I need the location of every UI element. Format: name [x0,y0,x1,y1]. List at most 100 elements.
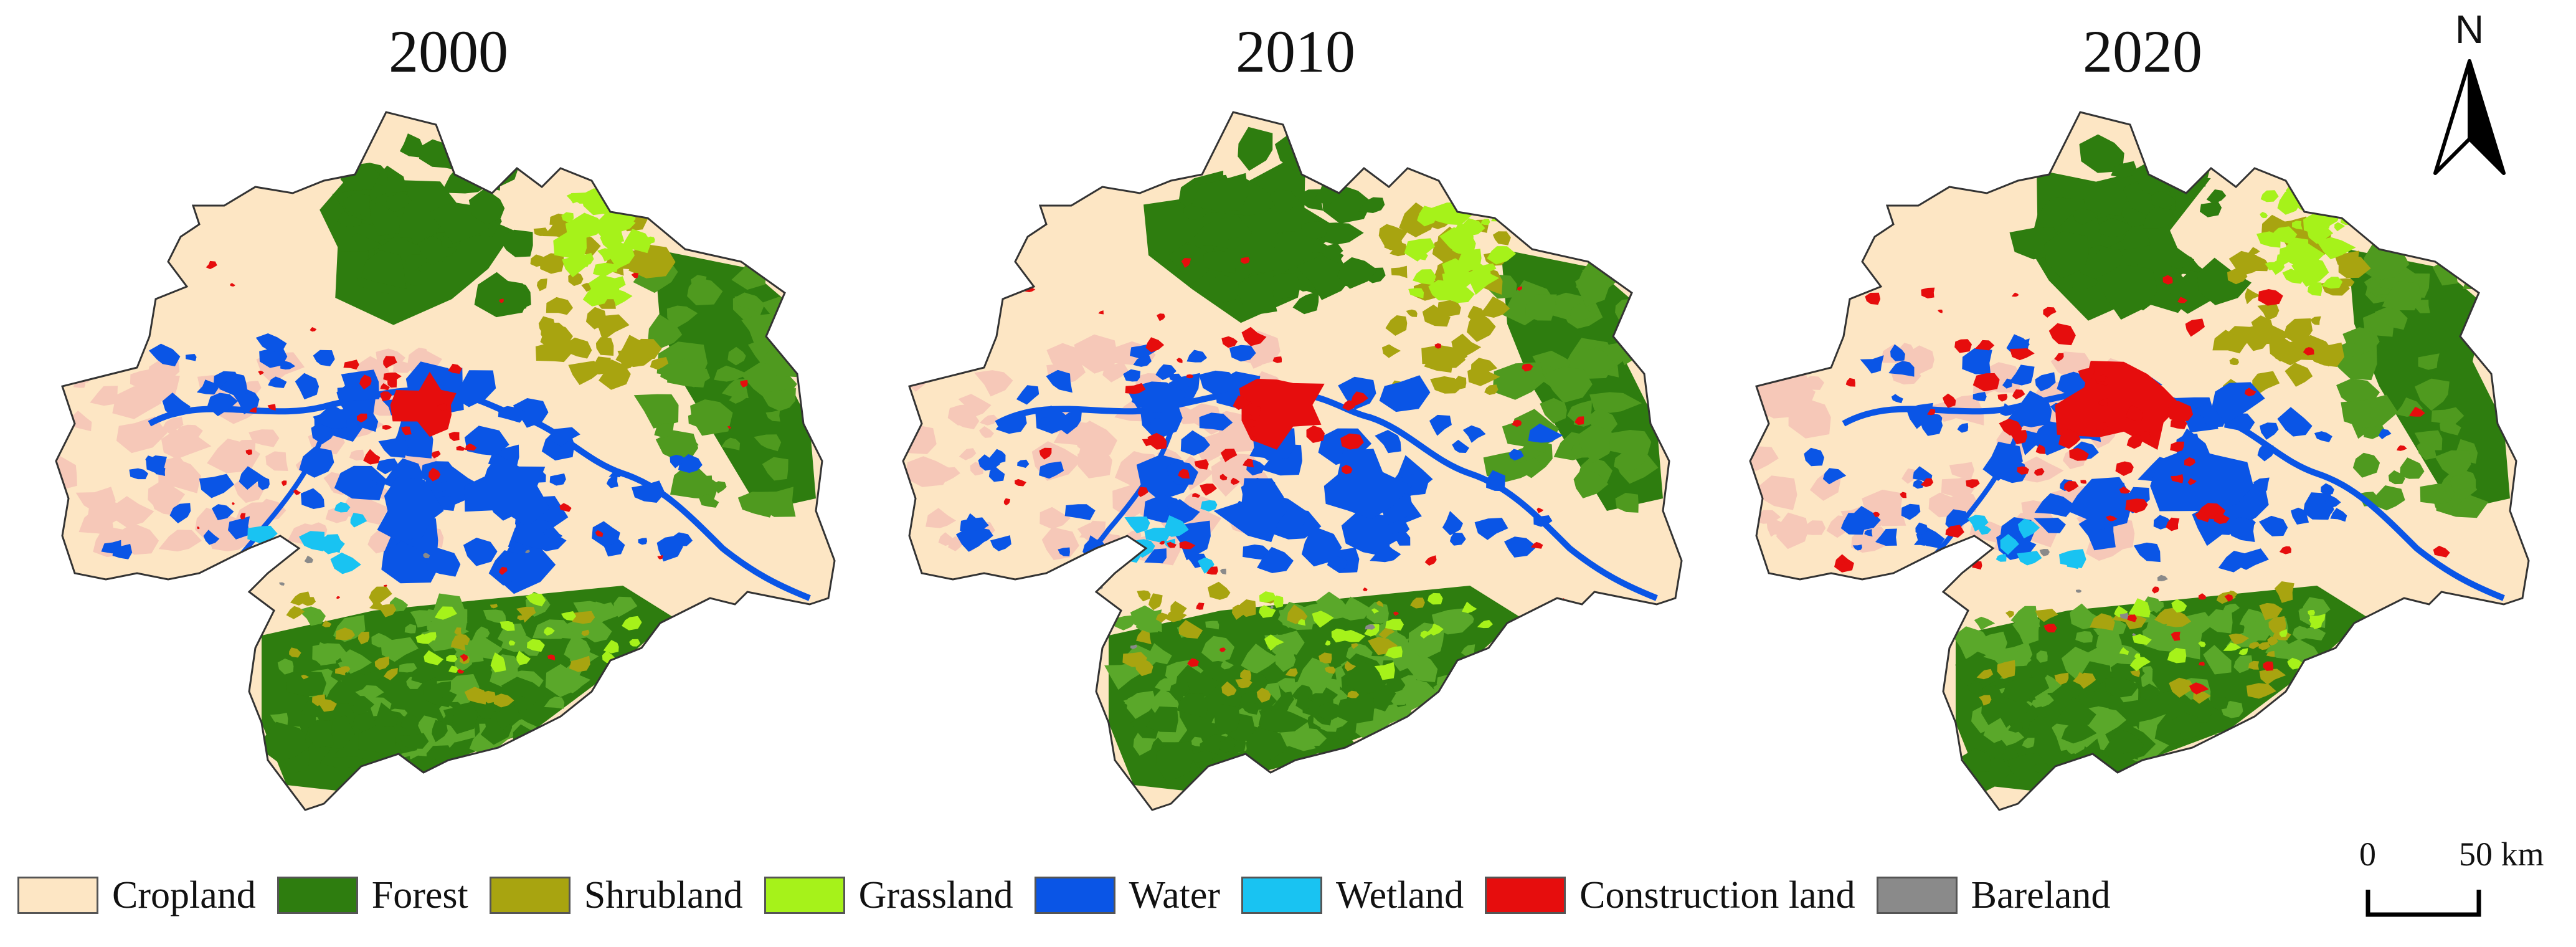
forest-patch [2243,619,2270,639]
water-body [1528,423,1563,443]
construction-patch [2054,353,2064,362]
shrubland-patch [2193,691,2211,704]
grassland-patch [2265,262,2276,270]
forest-patch [367,202,400,236]
grassland-patch [1404,238,1436,262]
cropland-patch [59,358,79,371]
water-body [1155,364,1177,381]
grassland-patch [1385,646,1403,659]
grassland-patch [1385,619,1404,631]
water-body [978,454,1001,471]
forest-patch [498,229,533,257]
shrubland-patch [2268,616,2286,634]
shrubland-patch [2228,633,2250,645]
water-body [1474,518,1508,540]
forest-patch [721,437,741,450]
construction-patch [1178,469,1190,479]
water-body [1199,412,1233,431]
forest-patch [399,663,417,673]
forest-patch [1968,680,1984,694]
forest-patch [1269,188,1299,214]
cropland-patch [1211,456,1257,497]
construction-patch [559,503,572,512]
cropland-patch [1074,334,1118,374]
forest-patch [737,492,776,518]
construction-patch [1181,258,1191,268]
water-body [146,455,167,474]
forest-patch [1205,621,1219,630]
shrubland-patch [563,337,592,359]
forest-patch [399,133,424,158]
grassland-patch [1428,623,1444,635]
forest-patch [2440,417,2461,435]
legend-item-shrubland: Shrubland [489,873,743,918]
forest-patch [1955,654,2007,692]
cropland-patch [1797,333,1834,368]
construction-patch [1831,267,1839,273]
scale-bar-line [2365,890,2481,917]
bareland-patch [1917,634,1925,640]
grassland-patch [593,262,619,277]
grassland-patch [1477,620,1493,629]
grassland-patch [1482,189,1493,199]
forest-patch [648,314,683,348]
water-body [1906,402,1933,429]
grassland-patch [2171,599,2187,613]
water-body [2314,431,2332,442]
urban-core [390,371,457,437]
shrubland-patch [1410,597,1425,609]
cropland-patch [265,451,288,471]
construction-patch [2125,498,2148,513]
water-body [356,475,379,493]
shrubland-patch [516,606,536,623]
construction-patch [1424,555,1437,566]
construction-patch [1157,313,1165,321]
lake [2150,448,2254,512]
water-body [2133,542,2161,563]
shrubland-patch [2245,288,2261,305]
cropland-patch [1756,449,1771,460]
cropland-patch [1800,376,1824,390]
grassland-patch [1428,280,1452,301]
water-body [1144,548,1167,564]
forest-patch [2414,430,2443,450]
forest-patch [399,733,429,749]
water-body [632,480,665,503]
water-body [2303,492,2334,520]
shrubland-patch [1437,300,1461,316]
water-body [239,466,265,490]
shrubland-patch [2285,363,2313,387]
construction-patch [2106,515,2118,521]
water-body [513,398,549,428]
water-body [196,379,219,395]
forest-patch [1371,616,1385,624]
construction-patch [2009,430,2028,445]
forest-patch [2075,631,2093,643]
wetland-patch [2000,534,2019,555]
forest-patch [527,730,557,748]
legend-item-construction-land: Construction land [1485,873,1855,918]
construction-patch [1200,483,1217,496]
forest-patch [1455,718,1470,730]
grassland-patch [622,616,642,631]
shrubland-patch [2130,669,2141,677]
water-body [1974,393,1983,401]
forest-patch [1532,350,1577,383]
construction-patch [2098,398,2108,406]
water-body [1243,545,1270,560]
forest-patch [1167,242,1214,287]
shrubland-patch [493,693,514,708]
grassland-patch [623,174,656,206]
grassland-patch [561,611,577,621]
water-body [2260,422,2279,440]
grassland-patch [2223,642,2242,651]
grassland-patch [612,193,627,204]
construction-patch [1530,541,1543,549]
shrubland-patch [1136,630,1152,645]
forest-patch [2072,278,2093,297]
construction-patch [1873,512,1880,517]
construction-patch [2151,586,2159,594]
forest-patch [1268,272,1300,299]
shrubland-patch [538,316,556,335]
construction-patch [2078,367,2095,383]
